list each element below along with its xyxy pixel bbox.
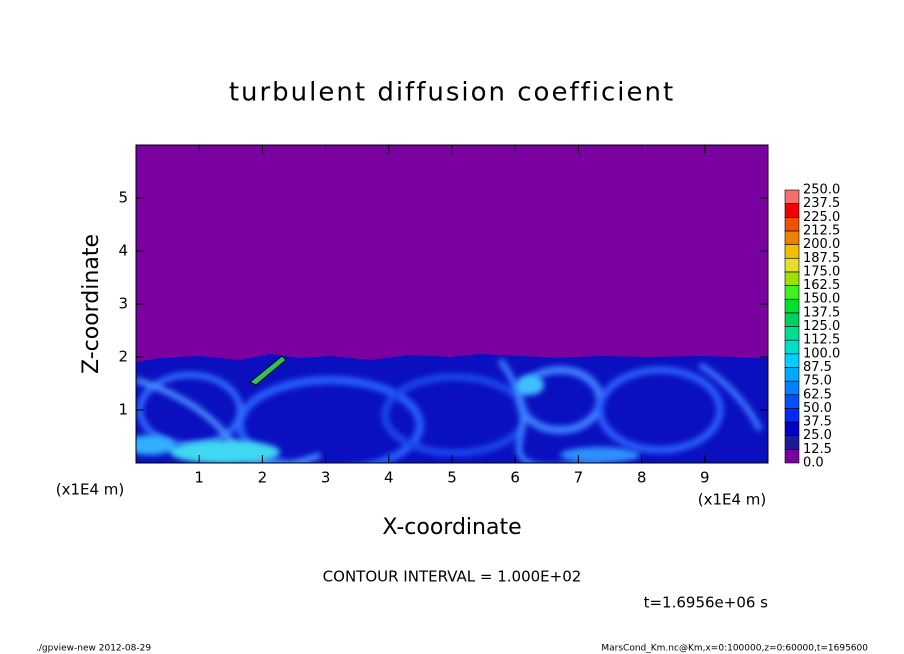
- colorbar-box: [784, 244, 800, 259]
- x-tick-label: 6: [510, 469, 520, 487]
- x-tick-label: 7: [574, 469, 584, 487]
- x-tick-label: 5: [447, 469, 457, 487]
- colorbar-box: [784, 298, 800, 314]
- colorbar-label: 150.0: [803, 292, 840, 307]
- colorbar-label: 187.5: [803, 251, 840, 266]
- x-tick-label: 4: [384, 469, 394, 487]
- x-tick-label: 1: [194, 469, 204, 487]
- colorbar-label: 75.0: [803, 374, 832, 389]
- colorbar-label: 250.0: [803, 183, 840, 198]
- x-tick-label: 2: [258, 469, 268, 487]
- colorbar-label: 0.0: [803, 456, 824, 471]
- colorbar-label: 37.5: [803, 415, 832, 430]
- colorbar-box: [784, 312, 800, 327]
- x-unit-label: (x1E4 m): [698, 491, 767, 509]
- y-axis-title: Z-coordinate: [79, 234, 104, 374]
- colorbar-label: 125.0: [803, 319, 840, 334]
- colorbar-box: [784, 421, 800, 436]
- x-axis-title: X-coordinate: [382, 515, 521, 540]
- colorbar-box: [784, 380, 800, 396]
- x-tick-label: 9: [700, 469, 710, 487]
- contour-interval: CONTOUR INTERVAL = 1.000E+02: [323, 568, 582, 586]
- y-tick-label: 2: [118, 348, 128, 366]
- colorbar-label: 137.5: [803, 305, 840, 320]
- colorbar-label: 200.0: [803, 237, 840, 252]
- y-tick-label: 5: [118, 189, 128, 207]
- footer-left: ./gpview-new 2012-08-29: [36, 644, 151, 654]
- y-tick-label: 1: [118, 401, 128, 419]
- colorbar-box: [784, 367, 800, 382]
- field: [136, 145, 768, 463]
- chart-title: turbulent diffusion coefficient: [229, 78, 675, 108]
- field-high: [136, 375, 640, 463]
- colorbar-label: 50.0: [803, 401, 832, 416]
- colorbar-box: [784, 394, 800, 409]
- field-swirls: [136, 358, 763, 463]
- colorbar-label: 162.5: [803, 278, 840, 293]
- colorbar-box: [784, 408, 800, 423]
- colorbar-box: [784, 449, 800, 464]
- colorbar-box: [784, 189, 800, 204]
- colorbar-box: [784, 230, 800, 245]
- x-tick-label: 3: [321, 469, 331, 487]
- colorbar-box: [784, 257, 800, 273]
- colorbar-box: [784, 203, 800, 218]
- x-unit-label: (x1E4 m): [56, 481, 125, 499]
- colorbar-label: 87.5: [803, 360, 832, 375]
- colorbar-box: [784, 326, 800, 341]
- colorbar-box: [784, 271, 800, 286]
- colorbar-label: 12.5: [803, 442, 832, 457]
- y-tick-label: 4: [118, 242, 128, 260]
- field-peak: [249, 355, 287, 386]
- time-label: t=1.6956e+06 s: [644, 594, 769, 612]
- colorbar-label: 225.0: [803, 210, 840, 225]
- colorbar-label: 237.5: [803, 196, 840, 211]
- colorbar-label: 62.5: [803, 387, 832, 402]
- x-tick-label: 8: [637, 469, 647, 487]
- colorbar-box: [784, 339, 800, 355]
- colorbar-label: 175.0: [803, 264, 840, 279]
- y-tick-label: 3: [118, 295, 128, 313]
- colorbar-box: [784, 217, 800, 232]
- footer-right: MarsCond_Km.nc@Km,x=0:100000,z=0:60000,t…: [601, 644, 868, 654]
- colorbar-label: 100.0: [803, 346, 840, 361]
- colorbar-box: [784, 353, 800, 368]
- colorbar-box: [784, 285, 800, 300]
- colorbar-label: 112.5: [803, 333, 840, 348]
- colorbar-label: 212.5: [803, 223, 840, 238]
- colorbar-box: [784, 435, 800, 450]
- colorbar-label: 25.0: [803, 428, 832, 443]
